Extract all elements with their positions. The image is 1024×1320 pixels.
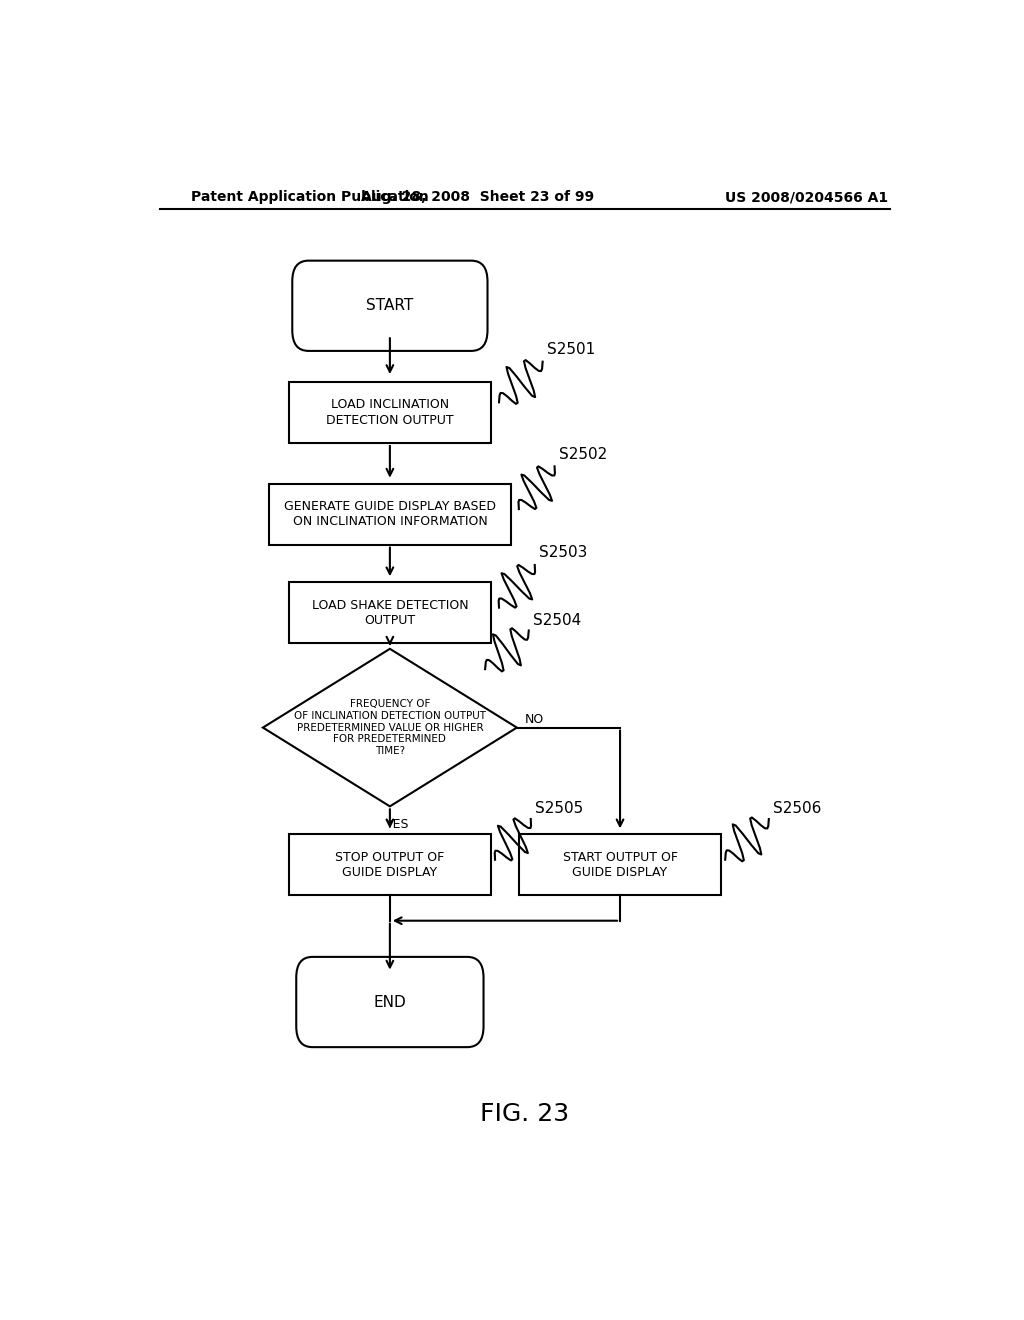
Text: S2505: S2505 — [535, 801, 583, 816]
Text: START: START — [367, 298, 414, 313]
Text: END: END — [374, 994, 407, 1010]
Bar — [269, 483, 511, 545]
Text: S2502: S2502 — [558, 446, 607, 462]
FancyBboxPatch shape — [296, 957, 483, 1047]
FancyBboxPatch shape — [292, 260, 487, 351]
Bar — [289, 582, 492, 643]
Bar — [519, 834, 721, 895]
Text: LOAD SHAKE DETECTION
OUTPUT: LOAD SHAKE DETECTION OUTPUT — [311, 599, 468, 627]
Text: S2501: S2501 — [547, 342, 595, 356]
Text: S2504: S2504 — [532, 612, 581, 628]
Text: Aug. 28, 2008  Sheet 23 of 99: Aug. 28, 2008 Sheet 23 of 99 — [360, 190, 594, 205]
Text: FIG. 23: FIG. 23 — [480, 1102, 569, 1126]
Text: Patent Application Publication: Patent Application Publication — [191, 190, 429, 205]
Text: START OUTPUT OF
GUIDE DISPLAY: START OUTPUT OF GUIDE DISPLAY — [562, 851, 678, 879]
Text: S2506: S2506 — [773, 801, 821, 816]
Text: GENERATE GUIDE DISPLAY BASED
ON INCLINATION INFORMATION: GENERATE GUIDE DISPLAY BASED ON INCLINAT… — [284, 500, 496, 528]
Text: LOAD INCLINATION
DETECTION OUTPUT: LOAD INCLINATION DETECTION OUTPUT — [326, 399, 454, 426]
Polygon shape — [263, 649, 517, 807]
Text: US 2008/0204566 A1: US 2008/0204566 A1 — [725, 190, 888, 205]
Text: FREQUENCY OF
OF INCLINATION DETECTION OUTPUT
PREDETERMINED VALUE OR HIGHER
FOR P: FREQUENCY OF OF INCLINATION DETECTION OU… — [294, 700, 486, 756]
Text: NO: NO — [524, 713, 544, 726]
Text: S2503: S2503 — [539, 545, 587, 560]
Bar — [289, 834, 492, 895]
Text: STOP OUTPUT OF
GUIDE DISPLAY: STOP OUTPUT OF GUIDE DISPLAY — [335, 851, 444, 879]
Bar — [289, 381, 492, 444]
Text: YES: YES — [386, 818, 410, 832]
